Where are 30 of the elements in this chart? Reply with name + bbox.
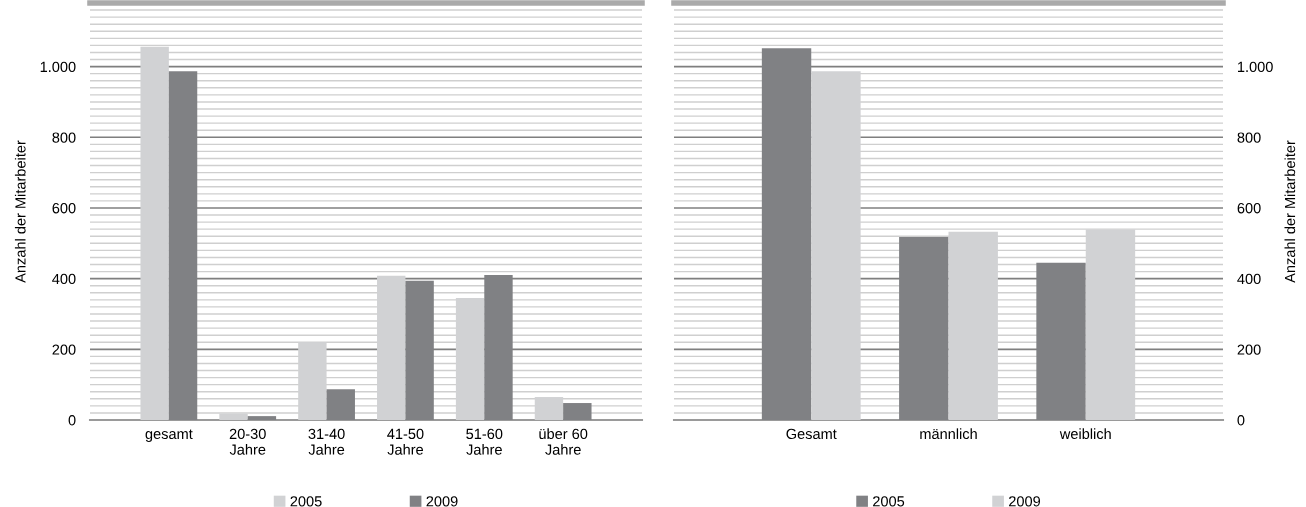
- y2-tick-label: 0: [1237, 415, 1245, 426]
- x-tick-label: weiblich: [1059, 428, 1111, 440]
- bar: [326, 389, 355, 420]
- x-tick-label: 31-40 Jahre: [308, 428, 345, 455]
- legend-label: 2009: [426, 496, 458, 507]
- x-tick-label: 41-50 Jahre: [387, 428, 424, 455]
- y-tick-label: 200: [52, 344, 76, 355]
- y2-tick-label: 600: [1237, 203, 1261, 214]
- y2-tick-label: 400: [1237, 273, 1261, 285]
- legend-label: 2009: [1009, 496, 1041, 507]
- legend-label: 2005: [290, 496, 322, 507]
- y-tick-label: 800: [52, 132, 76, 143]
- y-axis-title: Anzahl der Mitarbeiter: [14, 140, 26, 283]
- y-tick-label: 400: [52, 273, 76, 285]
- y-tick-label: 600: [52, 203, 76, 214]
- x-tick-label: 20-30 Jahre: [229, 428, 266, 455]
- y-tick-label: 1.000: [40, 61, 76, 73]
- y2-tick-label: 800: [1237, 132, 1261, 143]
- x-tick-label: Gesamt: [786, 428, 837, 440]
- y2-tick-label: 1.000: [1238, 61, 1273, 73]
- y2-tick-label: 200: [1237, 344, 1261, 355]
- x-tick-label: über 60 Jahre: [539, 428, 588, 455]
- x-tick-label: gesamt: [145, 429, 193, 442]
- y-tick-label: 0: [68, 415, 76, 426]
- x-tick-label: männlich: [920, 428, 977, 440]
- y2-axis-title: Anzahl der Mitarbeiter: [1284, 140, 1296, 283]
- bar: [247, 416, 277, 420]
- x-tick-label: 51-60 Jahre: [466, 428, 503, 455]
- bar: [563, 403, 592, 420]
- legend-label: 2005: [873, 496, 905, 507]
